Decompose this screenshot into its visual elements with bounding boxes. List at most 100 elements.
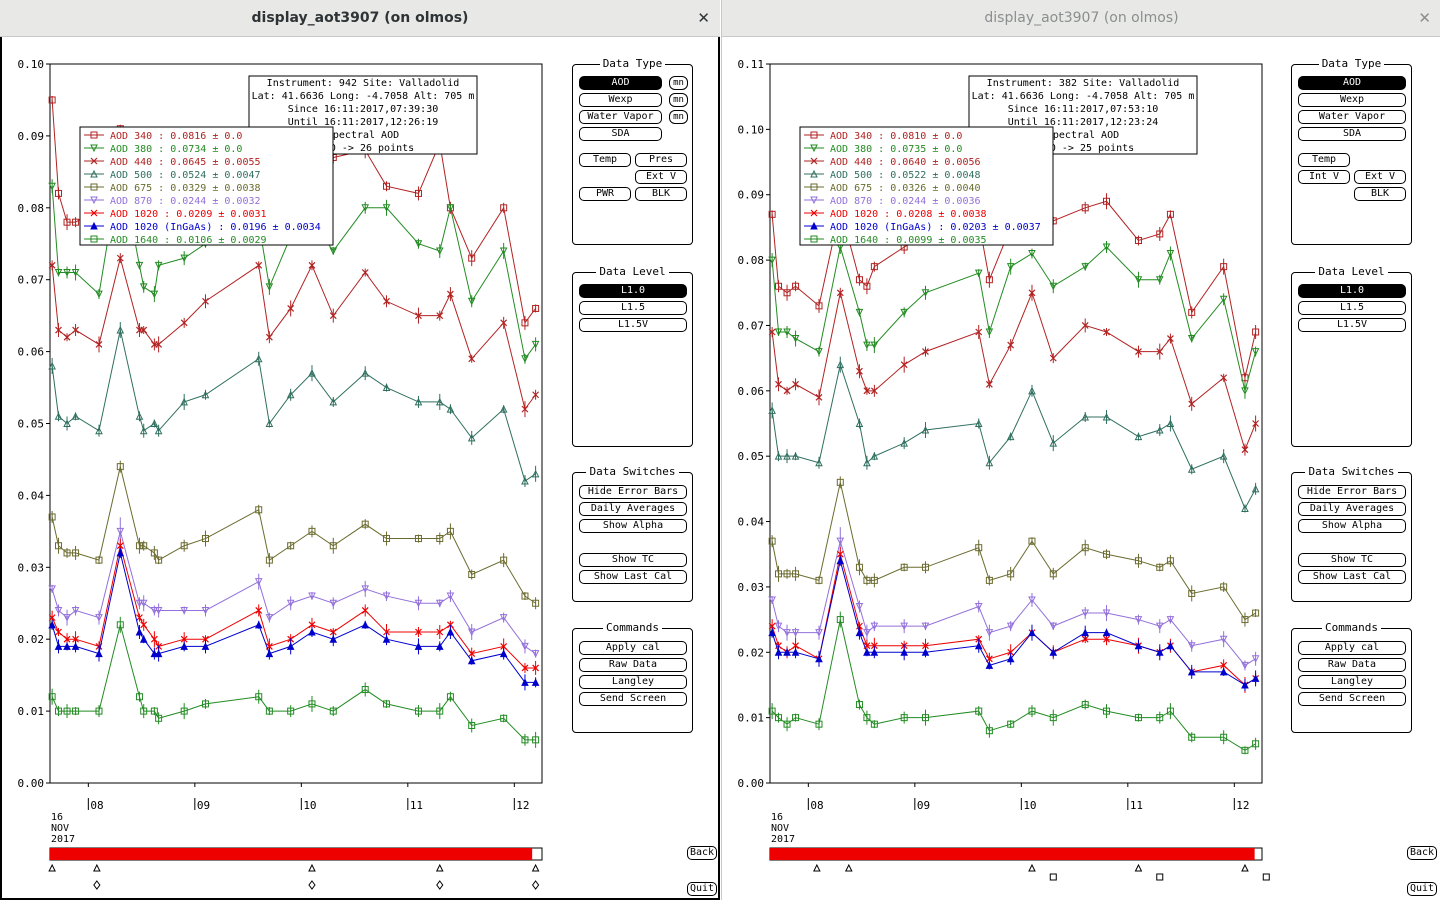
show-last-cal-button[interactable]: Show Last Cal — [1298, 570, 1406, 584]
back-button[interactable]: Back — [1407, 846, 1437, 860]
sda-button[interactable]: SDA — [579, 127, 662, 141]
show-tc-button[interactable]: Show TC — [579, 553, 687, 567]
langley-button[interactable]: Langley — [1298, 675, 1406, 689]
window-titlebar[interactable]: display_aot3907 (on olmos) ✕ — [722, 0, 1440, 37]
level-l10-button[interactable]: L1.0 — [579, 284, 687, 298]
data-point-marker — [1252, 609, 1260, 617]
data-point-marker — [90, 209, 98, 217]
x-date-label: NOV — [51, 823, 69, 834]
data-point-marker — [783, 387, 791, 395]
apply-cal-button[interactable]: Apply cal — [579, 641, 687, 655]
data-point-marker — [855, 276, 863, 284]
show-alpha-button[interactable]: Show Alpha — [579, 519, 687, 533]
temp-button[interactable]: Temp — [579, 153, 631, 167]
blk-button[interactable]: BLK — [635, 187, 687, 201]
wexp-mn-button[interactable]: mn — [669, 93, 688, 107]
data-point-marker — [775, 380, 782, 388]
pwr-button[interactable]: PWR — [579, 187, 631, 201]
level-l15-button[interactable]: L1.5 — [579, 301, 687, 315]
water-vapor-button[interactable]: Water Vapor — [1298, 110, 1406, 124]
quit-button[interactable]: Quit — [1407, 882, 1437, 896]
data-point-marker — [783, 629, 791, 637]
data-point-marker — [1187, 667, 1196, 676]
series-line — [51, 531, 536, 654]
data-point-marker — [116, 527, 125, 536]
level-l10-button[interactable]: L1.0 — [1298, 284, 1406, 298]
water-vapor-mn-button[interactable]: mn — [669, 110, 688, 124]
data-point-marker — [201, 535, 209, 543]
daily-averages-button[interactable]: Daily Averages — [1298, 502, 1406, 516]
sda-button[interactable]: SDA — [1298, 127, 1406, 141]
window-titlebar[interactable]: display_aot3907 (on olmos) ✕ — [0, 0, 720, 37]
data-point-marker — [815, 654, 823, 663]
close-icon[interactable]: ✕ — [697, 9, 710, 27]
y-tick-label: 0.03 — [738, 581, 765, 594]
window-content: 0.00 0.01 0.02 0.03 0.04 0.05 0.06 0.07 0.08 0.09… — [0, 37, 720, 900]
data-point-marker — [985, 328, 994, 337]
data-point-marker — [810, 235, 818, 243]
data-point-marker — [1102, 412, 1111, 421]
data-point-marker — [1028, 537, 1036, 545]
data-point-marker — [254, 620, 263, 629]
data-point-marker — [63, 333, 71, 341]
data-point-marker — [1220, 374, 1228, 382]
data-point-marker — [1241, 616, 1249, 624]
hide-error-bars-button[interactable]: Hide Error Bars — [1298, 485, 1406, 499]
aod-mn-button[interactable]: mn — [669, 76, 688, 90]
blk-button[interactable]: BLK — [1354, 187, 1406, 201]
water-vapor-button[interactable]: Water Vapor — [579, 110, 662, 124]
legend-label: AOD 380 : 0.0735 ± 0.0 — [830, 144, 962, 155]
panel-title: Commands — [1322, 621, 1381, 634]
send-screen-button[interactable]: Send Screen — [1298, 692, 1406, 706]
data-point-marker — [810, 169, 818, 178]
close-icon[interactable]: ✕ — [1418, 9, 1431, 27]
level-l15-button[interactable]: L1.5 — [1298, 301, 1406, 315]
daily-averages-button[interactable]: Daily Averages — [579, 502, 687, 516]
data-point-marker — [71, 606, 80, 615]
aod-button[interactable]: AOD — [579, 76, 662, 90]
level-l15v-button[interactable]: L1.5V — [1298, 318, 1406, 332]
show-last-cal-button[interactable]: Show Last Cal — [579, 570, 687, 584]
quit-button[interactable]: Quit — [687, 882, 717, 896]
wexp-button[interactable]: Wexp — [579, 93, 662, 107]
raw-data-button[interactable]: Raw Data — [579, 658, 687, 672]
event-markers — [48, 863, 540, 890]
data-point-marker — [1241, 504, 1249, 512]
data-point-marker — [154, 606, 163, 615]
data-point-marker — [836, 550, 844, 558]
show-tc-button[interactable]: Show TC — [1298, 553, 1406, 567]
data-point-marker — [1166, 250, 1175, 258]
data-point-marker — [1028, 628, 1036, 637]
data-point-marker — [54, 642, 63, 650]
data-point-marker — [1102, 243, 1111, 252]
data-point-marker — [768, 622, 776, 630]
int-v-button[interactable]: Int V — [1298, 170, 1350, 184]
temp-button[interactable]: Temp — [1298, 153, 1350, 167]
data-point-marker — [1219, 295, 1228, 304]
send-screen-button[interactable]: Send Screen — [579, 692, 687, 706]
data-point-marker — [855, 563, 863, 571]
data-point-marker — [116, 325, 125, 334]
data-point-marker — [810, 221, 818, 230]
show-alpha-button[interactable]: Show Alpha — [1298, 519, 1406, 533]
raw-data-button[interactable]: Raw Data — [1298, 658, 1406, 672]
data-point-marker — [414, 397, 423, 406]
aod-button[interactable]: AOD — [1298, 76, 1406, 90]
data-point-marker — [139, 599, 148, 608]
ext-v-button[interactable]: Ext V — [1354, 170, 1406, 184]
data-point-marker — [72, 218, 80, 226]
data-point-marker — [468, 355, 476, 363]
data-point-marker — [836, 556, 845, 565]
level-l15v-button[interactable]: L1.5V — [579, 318, 687, 332]
apply-cal-button[interactable]: Apply cal — [1298, 641, 1406, 655]
ext-v-button[interactable]: Ext V — [635, 170, 687, 184]
hide-error-bars-button[interactable]: Hide Error Bars — [579, 485, 687, 499]
data-point-marker — [71, 642, 80, 650]
pres-button[interactable]: Pres — [635, 153, 687, 167]
langley-button[interactable]: Langley — [579, 675, 687, 689]
series — [768, 356, 1260, 513]
data-point-marker — [54, 269, 63, 277]
data-point-marker — [855, 701, 863, 709]
wexp-button[interactable]: Wexp — [1298, 93, 1406, 107]
back-button[interactable]: Back — [687, 846, 717, 860]
